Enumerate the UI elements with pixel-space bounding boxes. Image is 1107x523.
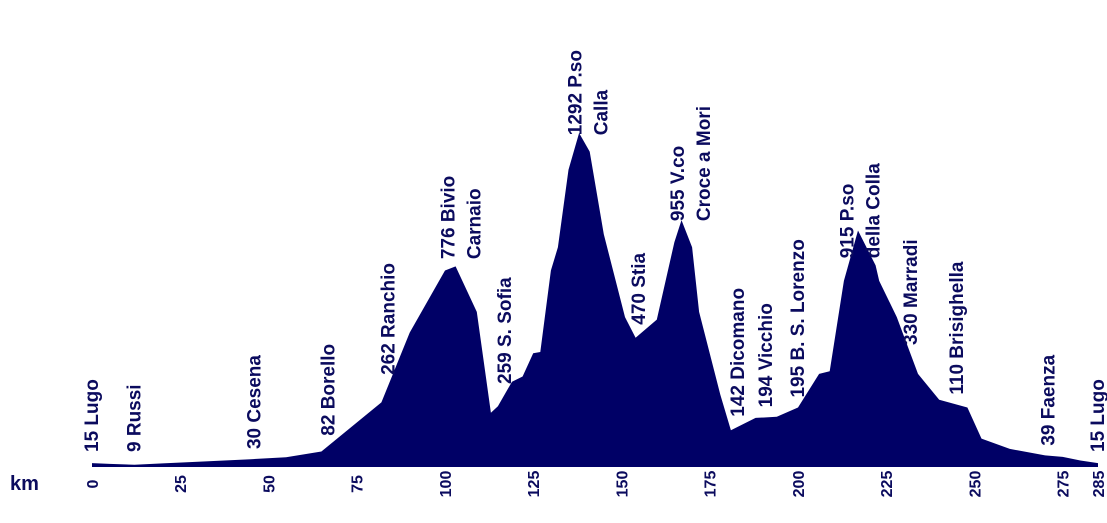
x-tick-label: 200 — [791, 471, 808, 498]
x-axis-unit-label: km — [10, 473, 39, 495]
elevation-area — [92, 133, 1098, 467]
place-label: 82 Borello — [318, 344, 339, 436]
x-tick-label: 0 — [85, 479, 102, 488]
place-label: 259 S. Sofia — [495, 277, 516, 384]
x-tick-label: 100 — [438, 471, 455, 498]
x-tick-label: 150 — [614, 471, 631, 498]
place-label: 142 Dicomano — [728, 288, 749, 417]
x-tick-label: 250 — [967, 471, 984, 498]
place-label: 470 Stia — [629, 252, 650, 324]
place-label: 195 B. S. Lorenzo — [788, 239, 809, 397]
place-label: 194 Vicchio — [756, 303, 777, 407]
x-tick-label: 75 — [350, 475, 367, 493]
place-label: 15 Lugo — [82, 379, 103, 452]
place-label: 915 P.so — [837, 184, 858, 259]
place-label: della Colla — [863, 163, 884, 258]
x-tick-label: 50 — [261, 475, 278, 493]
place-label: 330 Marradi — [901, 239, 922, 345]
place-label: 110 Brisighella — [947, 261, 968, 395]
place-label: 955 V.co — [668, 146, 689, 221]
x-tick-label: 125 — [526, 471, 543, 498]
x-tick-label: 175 — [703, 471, 720, 498]
place-label: Calla — [592, 89, 613, 135]
x-tick-label: 275 — [1056, 471, 1073, 498]
x-tick-label: 285 — [1091, 471, 1107, 498]
place-label: 262 Ranchio — [379, 263, 400, 375]
place-label: Croce a Mori — [694, 106, 715, 221]
place-label: 15 Lugo — [1088, 379, 1107, 452]
place-label: 1292 P.so — [566, 50, 587, 135]
place-label: 776 Bivio — [439, 176, 460, 259]
x-tick-label: 225 — [879, 471, 896, 498]
place-label: 39 Faenza — [1039, 354, 1060, 445]
place-label: 9 Russi — [124, 384, 145, 452]
x-tick-label: 25 — [173, 475, 190, 493]
place-label: Carnaio — [465, 188, 486, 259]
place-label: 30 Cesena — [244, 355, 265, 449]
